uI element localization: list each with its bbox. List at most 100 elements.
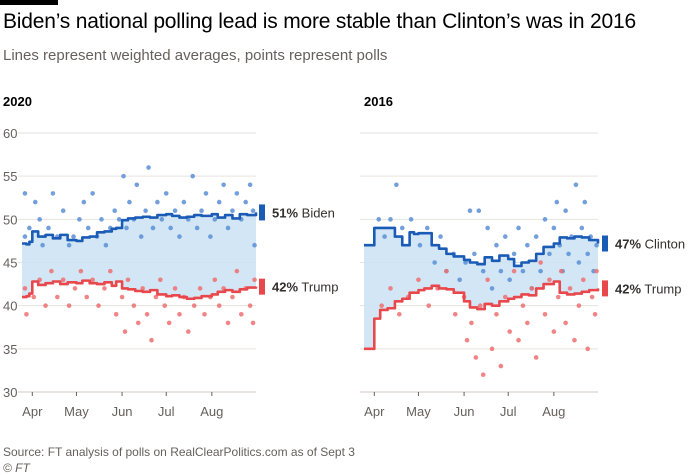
poll-point-2016-trump-32: [558, 268, 564, 274]
poll-point-2020-biden-11: [71, 234, 76, 239]
poll-point-2016-clinton-37: [563, 208, 568, 213]
poll-point-2020-biden-0: [22, 191, 28, 196]
poll-point-2016-trump-0: [379, 303, 384, 308]
poll-point-2020-biden-47: [225, 225, 231, 231]
poll-point-2016-clinton-16: [476, 208, 482, 213]
poll-point-2016-trump-4: [416, 277, 421, 283]
x-tick-label-2016-May: May: [406, 404, 431, 419]
poll-point-2020-trump-12: [90, 277, 95, 283]
poll-point-2020-trump-15: [108, 268, 113, 274]
average-line-2020-biden: [22, 212, 258, 246]
poll-point-2016-trump-22: [516, 337, 521, 343]
poll-point-2020-biden-40: [194, 225, 200, 231]
poll-point-2016-trump-13: [477, 303, 483, 308]
poll-point-2016-trump-37: [580, 277, 586, 283]
poll-point-2016-clinton-3: [394, 182, 399, 188]
polling-charts: 2020 30 35 40 45 50 55 60 Apr May Jun Jul Aug 51% Bid…: [3, 94, 685, 419]
poll-point-2020-biden-15: [90, 191, 95, 196]
poll-point-2016-trump-38: [585, 346, 590, 352]
lead-area-2016: [364, 227, 598, 349]
poll-point-2020-trump-24: [149, 337, 154, 343]
poll-point-2020-biden-37: [181, 199, 187, 205]
poll-point-2020-trump-5: [49, 268, 54, 274]
poll-point-2020-trump-43: [238, 312, 244, 317]
poll-point-2016-trump-18: [498, 363, 504, 369]
poll-point-2016-clinton-32: [547, 251, 552, 257]
poll-point-2020-trump-10: [78, 268, 84, 274]
average-line-2016-clinton: [364, 226, 600, 268]
poll-point-2016-trump-19: [502, 294, 508, 300]
end-label-2016-trump: 42% Trump: [615, 281, 682, 296]
poll-point-2020-biden-24: [127, 199, 132, 205]
poll-point-2020-biden-5: [40, 242, 45, 248]
lead-area-2020: [22, 212, 256, 299]
poll-point-2016-clinton-0: [376, 217, 382, 222]
poll-point-2016-trump-36: [576, 303, 582, 308]
poll-point-2016-clinton-44: [585, 251, 590, 257]
poll-point-2020-trump-40: [225, 320, 231, 326]
x-tick-label-2016-Jun: Jun: [454, 404, 475, 419]
poll-point-2016-trump-14: [480, 372, 486, 378]
end-marker-2016-clinton: [602, 235, 608, 252]
poll-point-2016-clinton-33: [551, 225, 557, 231]
poll-point-2016-trump-23: [520, 303, 526, 308]
poll-point-2016-clinton-42: [579, 225, 585, 231]
poll-point-2020-biden-48: [230, 208, 235, 213]
poll-point-2020-trump-25: [153, 294, 159, 300]
end-marker-2020-trump: [259, 278, 265, 295]
end-marker-2020-biden: [259, 204, 265, 221]
poll-point-2020-biden-26: [134, 182, 140, 188]
poll-point-2020-biden-27: [138, 234, 144, 239]
y-tick-label-50: 50: [3, 212, 17, 227]
x-tick-label-2020-Aug: Aug: [200, 404, 223, 419]
panel-title-2020: 2020: [3, 94, 32, 109]
poll-point-2020-biden-39: [190, 173, 196, 179]
poll-point-2020-biden-35: [172, 208, 178, 213]
poll-point-2020-trump-29: [172, 286, 178, 291]
poll-point-2020-trump-35: [202, 312, 207, 317]
poll-point-2020-trump-22: [140, 286, 145, 291]
poll-point-2020-trump-11: [84, 294, 90, 300]
end-label-2020-trump: 42% Trump: [272, 280, 339, 295]
poll-point-2020-biden-23: [124, 225, 129, 231]
poll-point-2020-biden-31: [155, 199, 160, 205]
poll-point-2020-trump-16: [113, 312, 119, 317]
poll-point-2020-biden-44: [212, 217, 218, 222]
poll-point-2020-trump-30: [177, 312, 182, 317]
chart-subtitle: Lines represent weighted averages, point…: [3, 47, 388, 64]
poll-point-2020-biden-41: [199, 208, 204, 213]
poll-point-2016-clinton-30: [538, 268, 543, 274]
poll-point-2020-trump-28: [166, 320, 172, 326]
poll-point-2020-trump-2: [31, 294, 37, 300]
poll-point-2020-biden-29: [146, 165, 151, 170]
x-tick-label-2016-Jul: Jul: [500, 404, 517, 419]
poll-point-2020-biden-12: [77, 217, 82, 222]
poll-point-2020-trump-20: [131, 303, 137, 308]
poll-point-2020-trump-13: [96, 303, 101, 308]
poll-point-2020-biden-32: [159, 217, 165, 222]
poll-point-2020-biden-21: [116, 217, 122, 222]
y-tick-label-35: 35: [3, 342, 17, 357]
poll-point-2016-trump-1: [388, 286, 393, 291]
poll-point-2020-biden-28: [143, 208, 148, 213]
poll-point-2016-clinton-18: [485, 225, 490, 231]
end-marker-2016-trump: [602, 280, 608, 297]
x-tick-label-2016-Aug: Aug: [542, 404, 565, 419]
poll-point-2016-clinton-9: [438, 234, 443, 239]
poll-point-2020-biden-4: [37, 217, 42, 222]
ft-top-bar: [0, 0, 58, 5]
poll-point-2020-trump-33: [191, 303, 197, 308]
end-label-2016-clinton: 47% Clinton: [615, 237, 685, 252]
source-note: Source: FT analysis of polls on RealClea…: [3, 445, 355, 459]
poll-point-2020-trump-23: [144, 312, 150, 317]
poll-point-2016-trump-25: [529, 286, 535, 291]
poll-point-2020-trump-27: [162, 303, 168, 308]
poll-point-2016-clinton-31: [542, 217, 548, 222]
poll-point-2020-biden-53: [250, 208, 256, 213]
poll-point-2016-clinton-27: [525, 242, 530, 248]
poll-point-2016-trump-28: [542, 312, 548, 317]
poll-point-2016-trump-24: [525, 320, 530, 326]
credit-note: © FT: [3, 461, 30, 475]
poll-point-2016-clinton-2: [388, 217, 393, 222]
poll-point-2016-clinton-14: [467, 208, 473, 213]
